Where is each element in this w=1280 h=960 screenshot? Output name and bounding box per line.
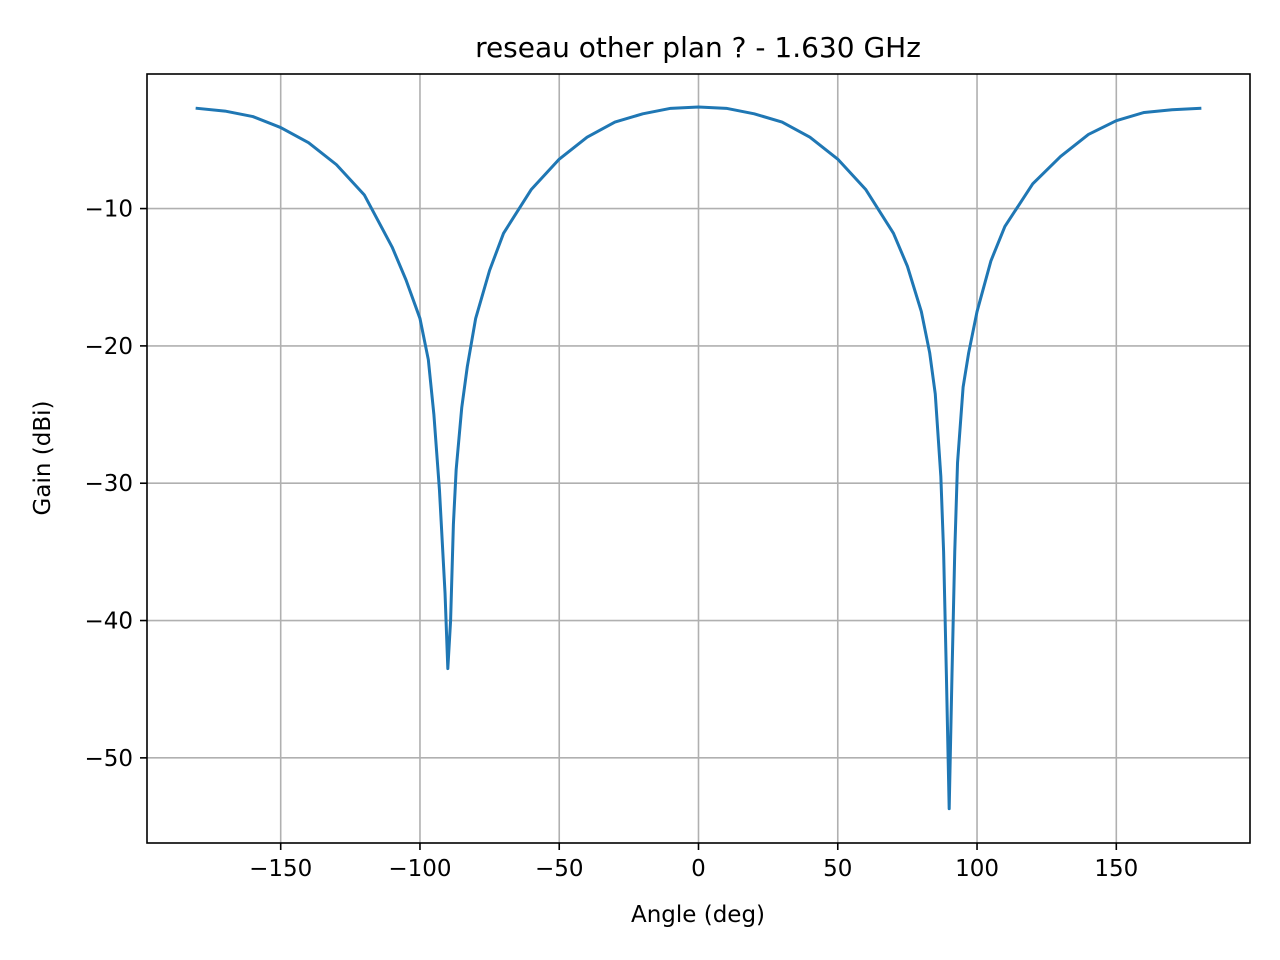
y-tick-label: −50 [84,746,133,772]
x-tick-label: 50 [823,856,852,882]
x-tick-label: −50 [535,856,584,882]
y-tick-label: −10 [84,197,133,223]
grid [147,74,1250,843]
axis-ticks: −150 −100 −50 0 50 100 150 −10 −20 −30 −40 −50 [84,197,1138,882]
y-tick-label: −30 [84,471,133,497]
gain-series-line [195,105,1202,811]
series-layer [195,105,1202,811]
x-tick-label: −100 [388,856,451,882]
y-tick-label: −20 [84,334,133,360]
y-tick-label: −40 [84,609,133,635]
chart-title: reseau other plan ? - 1.630 GHz [475,31,921,64]
x-tick-label: 0 [691,856,706,882]
x-tick-label: 100 [955,856,999,882]
y-axis-label: Gain (dBi) [30,401,56,516]
x-tick-label: −150 [249,856,312,882]
x-tick-label: 150 [1094,856,1138,882]
x-axis-label: Angle (deg) [631,902,765,928]
